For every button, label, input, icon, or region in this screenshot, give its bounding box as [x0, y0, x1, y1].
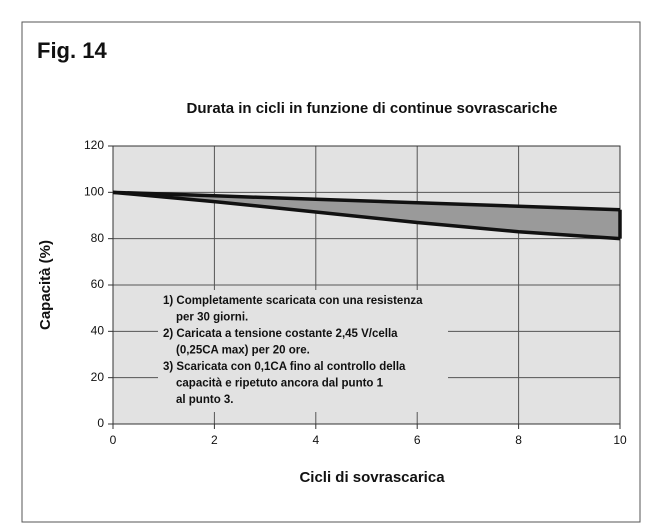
x-axis-label: Cicli di sovrascarica [299, 469, 445, 486]
annotation: (0,25CA max) per 20 ore. [176, 345, 310, 357]
y-tick-label: 80 [91, 231, 105, 245]
y-tick-label: 100 [84, 185, 104, 199]
line [112, 190, 621, 212]
x-tick-label: 0 [110, 433, 117, 447]
chart-title: Durata in cicli in funzione di continue … [187, 100, 558, 117]
y-axis-label: Capacità (%) [37, 240, 54, 330]
y-tick-label: 0 [97, 416, 104, 430]
x-tick-label: 2 [211, 433, 218, 447]
line [112, 190, 621, 241]
x-tick-label: 10 [613, 433, 627, 447]
annotation-background [158, 290, 448, 412]
annotation: capacità e ripetuto ancora dal punto 1 [176, 378, 384, 390]
annotation: per 30 giorni. [176, 312, 248, 324]
annotation: al punto 3. [176, 394, 234, 406]
plot-border [112, 145, 621, 425]
figure-label: Fig. 14 [37, 38, 107, 63]
x-tick-label: 4 [312, 433, 319, 447]
annotation: 1) Completamente scaricata con una resis… [163, 295, 423, 307]
y-tick-label: 120 [84, 138, 104, 152]
x-tick-label: 6 [414, 433, 421, 447]
frame [21, 21, 641, 523]
annotation: 2) Caricata a tensione costante 2,45 V/c… [163, 328, 398, 340]
y-tick-label: 20 [91, 370, 105, 384]
annotation: 3) Scaricata con 0,1CA fino al controllo… [163, 361, 406, 373]
y-tick-label: 60 [91, 277, 105, 291]
x-tick-label: 8 [515, 433, 522, 447]
y-tick-label: 40 [91, 324, 105, 338]
